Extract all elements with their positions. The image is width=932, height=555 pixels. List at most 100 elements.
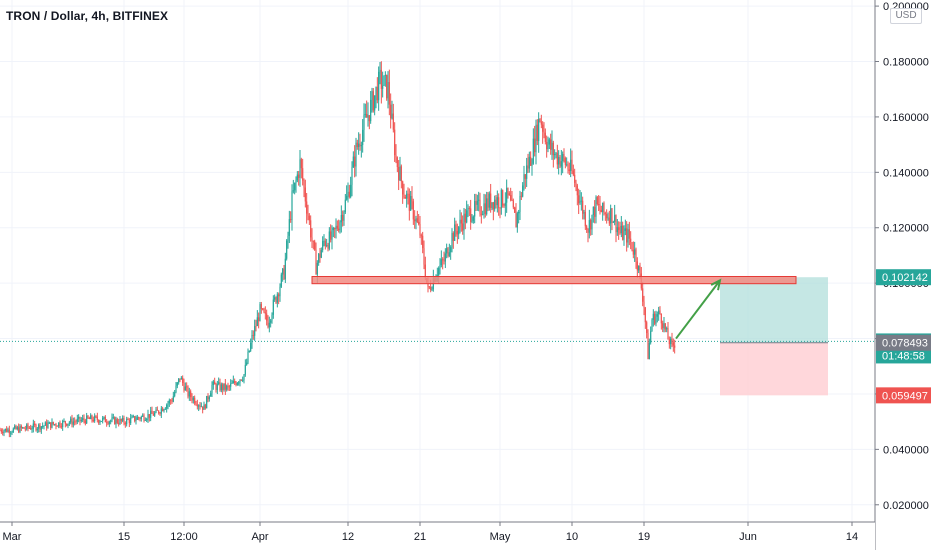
candle [519, 190, 521, 221]
candle [224, 378, 226, 395]
candle [399, 156, 401, 182]
candle [595, 195, 597, 224]
candle [656, 311, 658, 323]
candle [422, 231, 424, 254]
candle [590, 218, 592, 236]
candle [331, 225, 333, 250]
candle [164, 407, 166, 410]
candle [178, 378, 180, 385]
candle [664, 323, 666, 333]
candle [127, 417, 129, 421]
candle [175, 382, 177, 394]
price-axis[interactable]: 0.0200000.0400000.0600000.0800000.100000… [874, 0, 932, 550]
candle [659, 306, 661, 315]
candle [540, 114, 542, 129]
currency-button[interactable]: USD [890, 8, 922, 24]
candle [56, 425, 58, 427]
candle [655, 310, 657, 327]
candle [80, 417, 82, 423]
candle [26, 423, 28, 431]
candle [150, 406, 152, 422]
candle [338, 219, 340, 233]
candle [259, 302, 261, 322]
candle [632, 241, 634, 259]
candle [398, 160, 400, 191]
candle [287, 231, 289, 249]
candle [64, 420, 66, 428]
candle [124, 421, 126, 428]
candle [471, 213, 473, 224]
candle [58, 422, 60, 429]
candle [186, 382, 188, 392]
candle [634, 241, 636, 262]
candle [122, 415, 124, 423]
candle [530, 151, 532, 166]
candle [196, 399, 198, 410]
time-tick-label: Jun [739, 531, 757, 543]
candle [567, 161, 569, 174]
candle [498, 193, 500, 216]
candle [38, 423, 40, 433]
candle [394, 122, 396, 162]
candle [556, 144, 558, 169]
candle [272, 295, 274, 319]
candle [179, 378, 181, 383]
candle [660, 313, 662, 330]
candle [300, 157, 302, 179]
candle [628, 221, 630, 246]
candle [444, 248, 446, 269]
time-tick-label: 15 [118, 531, 130, 543]
candle [490, 183, 492, 213]
candle [330, 224, 332, 243]
candle [162, 406, 164, 412]
candle [671, 332, 673, 348]
candle [466, 200, 468, 224]
candle [484, 194, 486, 218]
candle [672, 338, 674, 352]
candle [74, 417, 76, 426]
candle [479, 192, 481, 217]
candle [39, 423, 41, 433]
candle [455, 220, 457, 237]
candle [486, 191, 488, 216]
candle [267, 315, 269, 329]
candle [611, 208, 613, 231]
candle [35, 423, 37, 432]
candle [275, 296, 277, 304]
candle [452, 231, 454, 249]
candle [244, 359, 246, 377]
candle [200, 402, 202, 408]
candle [302, 158, 304, 186]
candle [246, 358, 248, 366]
candle [266, 309, 268, 326]
candle [387, 71, 389, 109]
candle [7, 427, 9, 433]
candle [340, 205, 342, 233]
candle [20, 424, 22, 432]
candle [515, 203, 517, 228]
candle [212, 379, 214, 390]
candle [219, 378, 221, 392]
candle [504, 192, 506, 217]
candle [262, 308, 264, 311]
candle [203, 401, 205, 410]
candle [304, 179, 306, 208]
candle [207, 393, 209, 403]
time-axis[interactable]: Mar 15 12:00 Apr 12 21 May 10 19 Jun 14 [0, 521, 875, 550]
candle [319, 248, 321, 263]
candle [648, 338, 650, 360]
candle [202, 406, 204, 414]
candle [615, 214, 617, 243]
candle [143, 413, 145, 423]
candle [474, 193, 476, 224]
candle [368, 115, 370, 130]
candle [19, 424, 21, 434]
candle [350, 176, 352, 199]
candle [410, 190, 412, 211]
candle [355, 137, 357, 177]
candle [191, 393, 193, 404]
candle [76, 414, 78, 425]
candle [130, 413, 132, 426]
